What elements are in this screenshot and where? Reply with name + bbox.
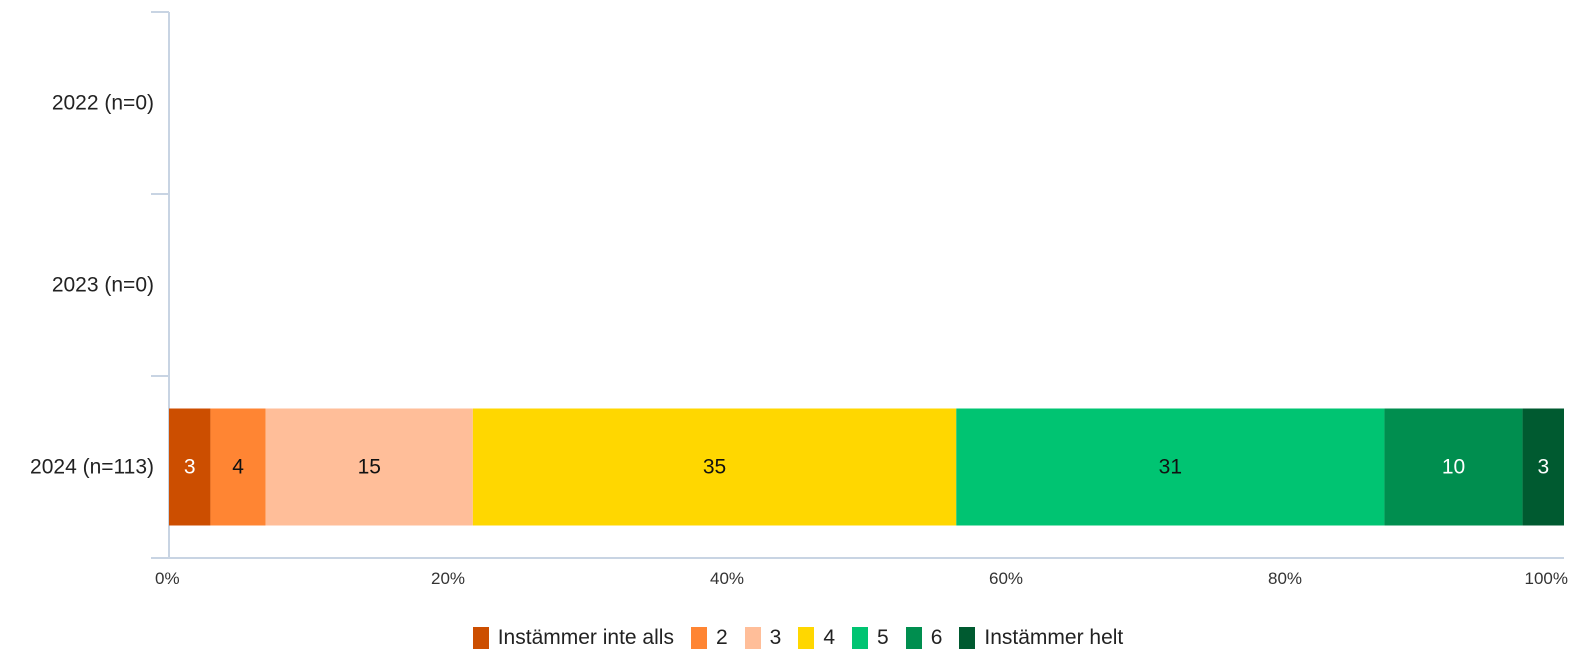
category-label: 2023 (n=0) [52, 274, 154, 297]
legend-swatch [852, 627, 869, 649]
bar-segment [1384, 408, 1523, 526]
legend-item: 5 [852, 626, 889, 650]
x-tick-label: 0% [155, 569, 180, 588]
legend-swatch [798, 627, 815, 649]
legend-item: Instämmer inte alls [472, 626, 674, 650]
bar-data-label: 3 [1537, 456, 1549, 479]
category-label: 2022 (n=0) [52, 92, 154, 115]
bar-segment [1522, 408, 1564, 526]
bar-segment [169, 408, 211, 526]
legend-label: 4 [823, 626, 836, 649]
bar-segment [956, 408, 1385, 526]
bar-segment [210, 408, 266, 526]
legend-label: Instämmer helt [984, 626, 1124, 649]
x-tick-label: 60% [989, 569, 1023, 588]
legend-label: Instämmer inte alls [497, 626, 674, 649]
bar-data-label: 3 [184, 456, 196, 479]
bar-data-label: 10 [1442, 456, 1465, 479]
legend-swatch [905, 627, 922, 649]
category-label: 2024 (n=113) [30, 456, 154, 479]
legend-item: 2 [690, 626, 728, 650]
bar-data-label: 15 [358, 456, 381, 479]
legend-label: 2 [715, 626, 728, 649]
x-tick-label: 80% [1268, 569, 1302, 588]
bar-segment [472, 408, 957, 526]
legend-swatch [690, 627, 707, 649]
legend-item: Instämmer helt [959, 626, 1123, 650]
legend-label: 6 [930, 626, 943, 649]
legend-swatch [744, 627, 761, 649]
bar-data-label: 4 [232, 456, 244, 479]
legend-label: 5 [877, 626, 889, 649]
bar-data-label: 31 [1159, 456, 1182, 479]
legend-item: 6 [905, 626, 943, 650]
x-tick-label: 20% [431, 569, 465, 588]
legend-swatch [472, 627, 489, 649]
legend-swatch [959, 627, 976, 649]
legend-label: 3 [769, 626, 782, 649]
legend-item: 4 [798, 626, 835, 650]
x-tick-label: 40% [710, 569, 744, 588]
chart-legend: Instämmer inte alls 2 3 4 5 6 Instämmer helt [0, 626, 1596, 650]
bar-segment [265, 408, 473, 526]
x-tick-label: 100% [1525, 569, 1568, 588]
bar-data-label: 35 [703, 456, 726, 479]
legend-item: 3 [744, 626, 782, 650]
